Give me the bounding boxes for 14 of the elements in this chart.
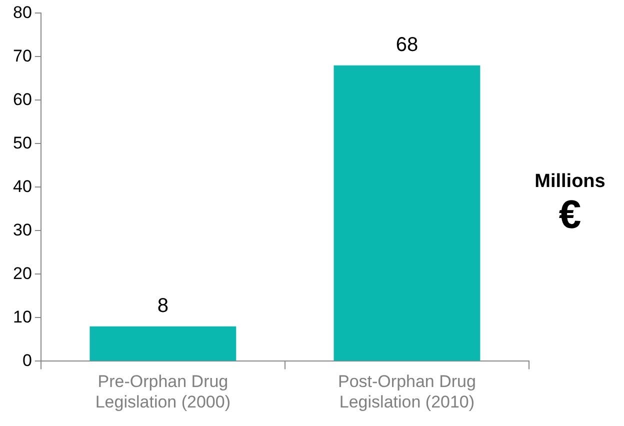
data-label: 68 [396,34,418,56]
data-label: 8 [157,294,168,317]
x-tick-label: Pre-Orphan Drug Legislation (2000) [95,372,231,412]
y-tick-label: 0 [22,350,32,370]
y-tick-label: 40 [12,176,32,196]
x-tick-label: Post-Orphan Drug Legislation (2010) [338,372,476,412]
y-tick-label: 60 [12,90,32,109]
y-tick-label: 30 [12,220,32,240]
y-tick-label: 20 [12,264,32,283]
y-tick-label: 70 [12,46,32,66]
y-axis-title: Millions € [534,171,606,237]
y-tick-label: 10 [12,307,32,326]
y-tick-label: 50 [12,133,32,152]
y-tick-label: 80 [12,2,32,22]
